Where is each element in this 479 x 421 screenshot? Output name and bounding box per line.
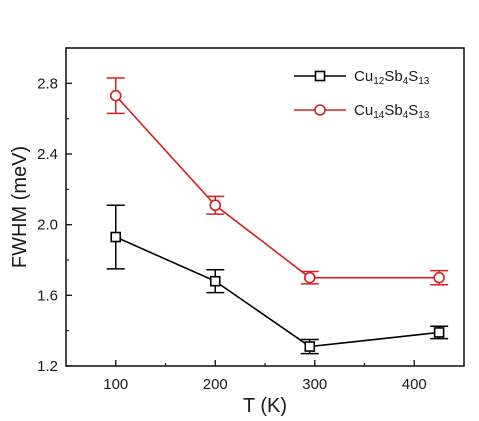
y-tick-label: 2.8 <box>37 75 58 92</box>
data-point <box>209 275 221 287</box>
data-point <box>433 271 445 284</box>
plot-frame <box>65 47 465 367</box>
data-point <box>110 231 122 243</box>
y-tick-label: 2.4 <box>37 146 58 163</box>
legend-label: Cu14Sb4S13 <box>354 102 430 121</box>
series-0 <box>106 204 449 355</box>
x-axis-label: T (K) <box>243 395 287 417</box>
legend-item-0: Cu12Sb4S13 <box>294 68 430 87</box>
data-point <box>433 327 445 338</box>
y-tick-label: 1.2 <box>37 358 58 375</box>
legend-label: Cu12Sb4S13 <box>354 68 430 87</box>
data-point <box>304 341 316 352</box>
legend: Cu12Sb4S13 Cu14Sb4S13 <box>294 68 430 121</box>
x-tick-label: 400 <box>402 376 427 393</box>
series-line <box>115 236 440 348</box>
data-point <box>209 199 222 212</box>
x-tick-label: 200 <box>203 376 228 393</box>
data-point <box>303 271 316 284</box>
legend-marker <box>314 104 326 116</box>
axis-ticks: 100 200 300 400 1.2 1.6 2.0 2.4 2.8 <box>37 47 427 393</box>
x-tick-label: 300 <box>302 376 327 393</box>
y-tick-label: 1.6 <box>37 287 58 304</box>
legend-marker <box>314 70 326 82</box>
series-line <box>115 95 440 279</box>
series-1 <box>106 77 449 286</box>
x-tick-label: 100 <box>103 376 128 393</box>
y-axis-label: FWHM (meV) <box>9 146 31 268</box>
legend-item-1: Cu14Sb4S13 <box>294 102 430 121</box>
data-point <box>109 89 122 102</box>
series-layer <box>106 77 449 355</box>
y-tick-label: 2.0 <box>37 217 58 234</box>
